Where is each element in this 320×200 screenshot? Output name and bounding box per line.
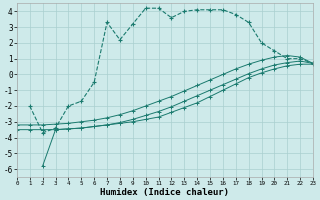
X-axis label: Humidex (Indice chaleur): Humidex (Indice chaleur) xyxy=(100,188,229,197)
